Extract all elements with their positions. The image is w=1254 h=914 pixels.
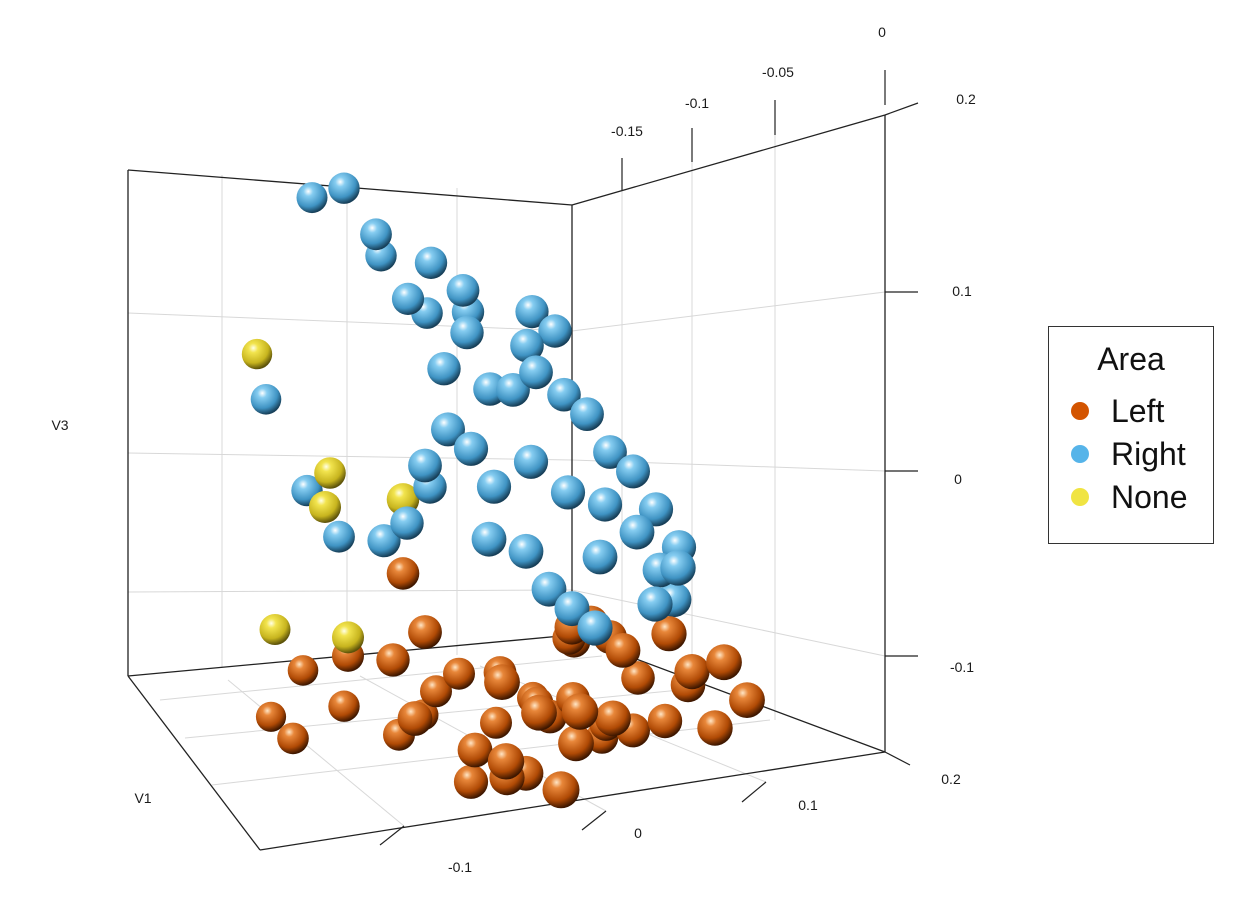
legend-swatch-left	[1071, 402, 1089, 420]
point-right-26	[408, 448, 442, 483]
tick-label-z-0: 0.2	[956, 91, 976, 107]
point-right-7	[619, 514, 655, 550]
point-left-46	[697, 710, 733, 746]
point-right-14	[391, 282, 425, 315]
point-left-41	[397, 701, 433, 736]
point-right-39	[519, 355, 553, 390]
point-right-42	[250, 384, 282, 415]
point-right-4	[550, 475, 586, 510]
tick-label-x-0: -0.1	[448, 859, 472, 875]
point-left-10	[521, 694, 557, 731]
point-left-28	[651, 616, 687, 652]
point-none-0	[241, 338, 273, 370]
tick-label-y-3: 0	[878, 24, 886, 40]
point-right-46	[538, 314, 572, 348]
tick-label-x-3: 0.2	[941, 771, 961, 787]
tick-label-x-1: 0	[634, 825, 642, 841]
legend-label-right: Right	[1111, 435, 1186, 472]
point-right-30	[296, 182, 328, 214]
point-right-6	[582, 539, 618, 575]
tick-label-x-2: 0.1	[798, 797, 818, 813]
point-right-1	[510, 328, 544, 363]
point-left-45	[729, 682, 765, 718]
point-right-28	[360, 218, 392, 251]
tick-label-y-0: -0.15	[611, 123, 643, 139]
data-points	[241, 172, 765, 809]
point-right-17	[476, 469, 512, 504]
point-right-45	[515, 295, 549, 329]
point-right-25	[431, 412, 465, 447]
point-right-23	[637, 586, 673, 622]
tick-label-z-1: 0.1	[952, 283, 972, 299]
point-right-18	[471, 521, 507, 557]
point-right-21	[554, 591, 590, 627]
tick-labels: -0.1 0 0.1 0.2 -0.15 -0.1 -0.05 0 0.2 0.1 0 -0.1	[448, 24, 976, 875]
point-left-42	[386, 557, 420, 590]
point-right-24	[660, 550, 696, 586]
point-left-5	[558, 725, 594, 762]
point-left-24	[420, 675, 452, 708]
point-left-39	[376, 643, 410, 677]
point-none-2	[309, 491, 341, 523]
point-right-43	[390, 506, 424, 540]
point-left-21	[487, 743, 525, 780]
point-left-38	[277, 722, 309, 755]
point-left-29	[674, 654, 710, 690]
legend-item-none: None	[1071, 477, 1188, 517]
legend-swatch-right	[1071, 445, 1089, 463]
point-right-44	[367, 524, 401, 558]
point-left-33	[621, 661, 655, 695]
legend-label-none: None	[1111, 478, 1188, 515]
legend-title: Area	[1097, 341, 1165, 377]
point-left-11	[542, 771, 580, 809]
point-right-13	[414, 246, 448, 279]
point-left-22	[457, 732, 493, 768]
point-left-44	[706, 644, 742, 681]
point-left-3	[595, 700, 631, 737]
point-left-7	[561, 693, 599, 730]
point-right-33	[593, 435, 627, 469]
point-right-35	[638, 492, 674, 527]
point-right-3	[513, 444, 549, 479]
point-left-37	[255, 701, 287, 732]
tick-label-z-3: -0.1	[950, 659, 974, 675]
point-none-1	[314, 457, 346, 489]
point-left-27	[328, 690, 360, 722]
point-right-20	[531, 571, 567, 607]
legend-item-right: Right	[1071, 434, 1186, 474]
point-right-2	[547, 377, 581, 412]
point-left-40	[408, 615, 442, 649]
legend-item-left: Left	[1071, 391, 1164, 431]
point-right-41	[323, 520, 355, 553]
point-right-32	[570, 397, 604, 431]
tick-label-z-2: 0	[954, 471, 962, 487]
point-right-19	[508, 533, 544, 569]
legend-label-left: Left	[1111, 392, 1165, 429]
point-right-34	[616, 454, 650, 489]
point-right-22	[577, 610, 613, 646]
point-left-23	[453, 764, 489, 799]
point-left-31	[647, 703, 683, 739]
tick-label-y-2: -0.05	[762, 64, 794, 80]
legend: Area Left Right None	[1048, 326, 1214, 544]
point-right-16	[453, 431, 489, 466]
point-right-10	[427, 352, 461, 386]
point-right-5	[587, 487, 623, 522]
legend-swatch-none	[1071, 488, 1089, 506]
point-left-1	[605, 633, 641, 668]
point-none-5	[332, 621, 364, 654]
point-right-11	[446, 274, 480, 307]
point-right-38	[496, 373, 530, 407]
axis-title-x: V1	[134, 790, 151, 806]
point-none-4	[259, 614, 291, 645]
point-left-36	[287, 655, 319, 686]
point-left-20	[484, 664, 520, 700]
point-right-9	[450, 315, 484, 350]
point-right-29	[328, 172, 360, 204]
axis-title-z: V3	[51, 417, 68, 433]
point-left-19	[443, 657, 475, 690]
tick-label-y-1: -0.1	[685, 95, 709, 111]
point-left-18	[480, 706, 512, 739]
